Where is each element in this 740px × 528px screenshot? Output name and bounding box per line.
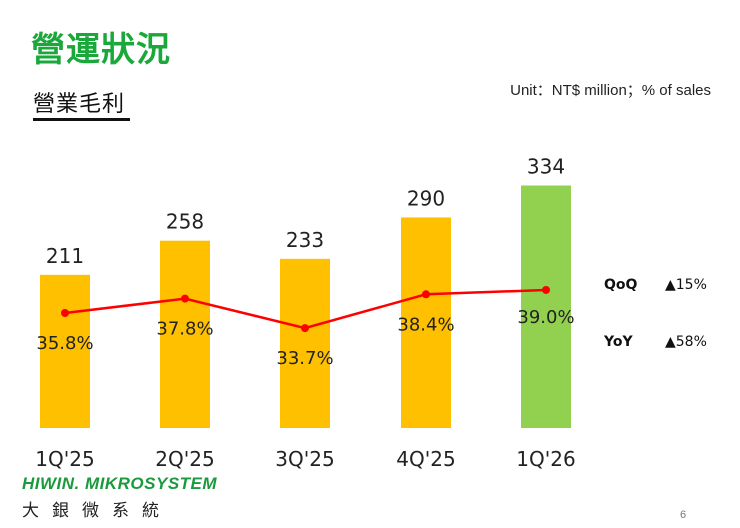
x-tick-label: 1Q'25 [35,447,94,471]
x-tick-label: 4Q'25 [396,447,455,471]
x-tick-label: 3Q'25 [275,447,334,471]
qoq-growth: QoQ ▲15% [604,277,724,297]
margin-label: 35.8% [36,333,93,354]
subtitle-underline [33,118,130,121]
qoq-label: QoQ [604,277,638,293]
margin-label: 37.8% [156,319,213,340]
bar-1 [40,274,90,428]
margin-point [542,285,550,294]
bar-3 [280,258,330,428]
unit-note: Unit：NT$ million；% of sales [510,82,711,99]
x-tick-label: 2Q'25 [155,447,214,471]
qoq-value: ▲15% [665,277,707,293]
yoy-label: YoY [604,334,633,350]
margin-point [422,290,430,299]
margin-label: 38.4% [397,314,454,335]
bar-value-label: 290 [407,186,445,210]
company-name-chinese: 大銀微系統 [22,501,172,521]
bar-4 [401,217,451,428]
bar-value-label: 334 [527,155,565,179]
bar-2 [160,240,210,428]
page-title: 營運狀況 [31,30,171,70]
x-tick-label: 1Q'26 [516,447,575,471]
margin-label: 33.7% [276,348,333,369]
margin-point [61,309,69,317]
yoy-value: ▲58% [665,334,707,350]
page-number: 6 [680,509,687,521]
margin-label: 39.0% [517,307,574,328]
section-subtitle: 營業毛利 [33,92,126,117]
company-logo: HIWIN. MIKROSYSTEM [22,474,218,493]
margin-point [181,294,189,303]
margin-point [301,324,309,333]
bar-value-label: 258 [166,210,204,234]
bar-value-label: 233 [286,228,324,252]
bar-5 [521,185,571,428]
bar-value-label: 211 [46,244,84,268]
yoy-growth: YoY ▲58% [604,334,724,354]
